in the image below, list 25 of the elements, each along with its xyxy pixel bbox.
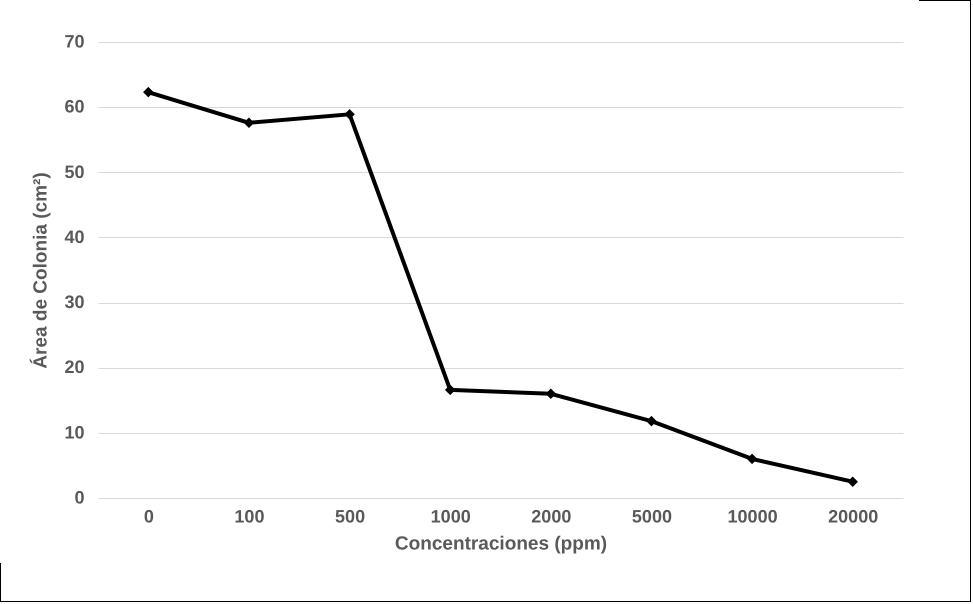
x-tick-label: 1000 xyxy=(430,506,471,526)
x-tick-label: 2000 xyxy=(531,506,572,526)
x-tick-label: 10000 xyxy=(728,506,778,526)
point xyxy=(646,416,657,426)
x-tick-label: 500 xyxy=(335,506,366,526)
x-tick-label: 5000 xyxy=(632,506,672,526)
y-tick-label: 60 xyxy=(64,96,84,117)
y-tick-label: 40 xyxy=(64,226,84,247)
point xyxy=(847,476,858,487)
y-tick-label: 0 xyxy=(74,488,84,508)
point xyxy=(546,388,556,400)
x-tick-label: 100 xyxy=(234,506,264,526)
y-axis-title: Área de Colonia (cm²) xyxy=(29,172,52,369)
x-axis-title: Concentraciones (ppm) xyxy=(394,534,608,554)
point xyxy=(344,109,355,120)
y-tick-label: 50 xyxy=(64,162,84,182)
y-tick-label: 10 xyxy=(64,422,84,442)
point xyxy=(746,454,758,464)
point xyxy=(143,86,154,98)
y-tick-label: 70 xyxy=(64,32,84,52)
point xyxy=(244,118,254,128)
y-tick-label: 20 xyxy=(64,357,84,378)
x-tick-label: 20000 xyxy=(828,506,878,526)
x-tick-label: 0 xyxy=(144,506,154,526)
y-tick-label: 30 xyxy=(64,292,84,312)
